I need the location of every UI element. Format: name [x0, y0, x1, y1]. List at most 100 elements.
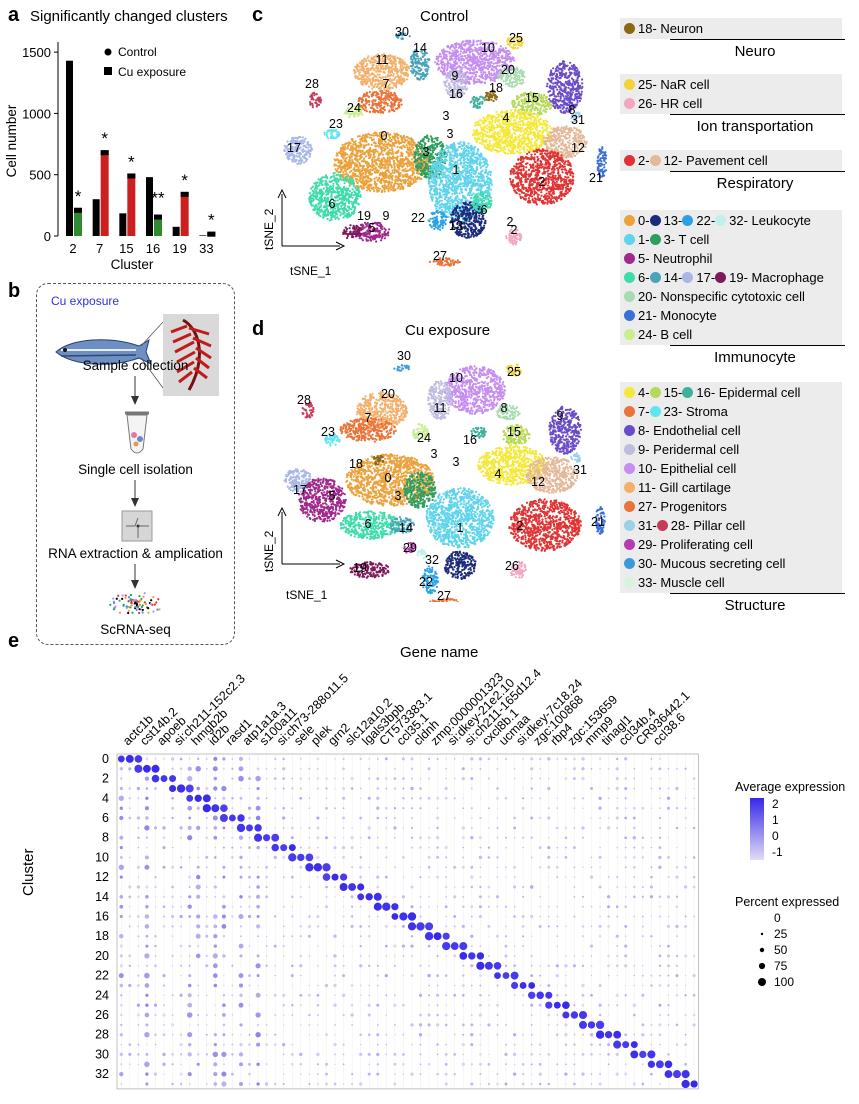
tsne-cell-point	[443, 54, 446, 57]
tsne-cell-point	[521, 74, 524, 78]
mini-point	[112, 597, 115, 600]
tsne-cell-point	[481, 132, 484, 135]
tsne-cell-point	[573, 131, 576, 135]
tsne-cell-point	[510, 144, 513, 147]
tsne-cell-point	[509, 57, 512, 60]
tsne-cell-point	[463, 92, 466, 95]
tsne-cell-point	[556, 128, 559, 131]
tsne-cell-point	[377, 157, 380, 160]
bar-cu-exposure	[154, 214, 162, 236]
tsne-cell-point	[560, 126, 563, 129]
tsne-cell-point	[465, 88, 468, 91]
tsne-cell-point	[340, 168, 343, 171]
tsne-cell-point	[388, 57, 392, 60]
tsne-cell-point	[545, 98, 548, 101]
tsne-cell-point	[406, 66, 409, 69]
tsne-cell-point	[344, 148, 347, 151]
tsne-cell-point	[367, 151, 370, 154]
tsne-cell-point	[438, 67, 441, 70]
tsne-cell-point	[570, 72, 573, 75]
tsne-cell-point	[503, 134, 507, 137]
tsne-cell-point	[492, 138, 495, 141]
x-tick-label: 19	[172, 241, 186, 256]
tsne-cell-point	[520, 82, 523, 85]
tsne-cell-point	[472, 41, 475, 44]
tsne-cell-point	[473, 82, 476, 85]
tsne-cell-point	[564, 156, 567, 159]
tsne-cell-point	[392, 159, 395, 162]
tsne-cell-point	[555, 147, 558, 150]
tsne-cell-point	[502, 49, 505, 52]
mini-point	[156, 608, 159, 611]
tsne-cell-point	[478, 53, 481, 56]
tsne-cell-point	[382, 101, 385, 104]
tsne-cell-point	[563, 97, 566, 100]
tsne-cell-point	[560, 84, 563, 87]
tsne-cell-point	[396, 150, 399, 153]
tsne-cell-point	[483, 81, 486, 84]
tsne-cell-point	[488, 142, 491, 145]
tsne-cell-point	[391, 86, 394, 90]
tsne-cell-point	[515, 114, 518, 117]
tsne-cell-point	[522, 122, 525, 126]
tsne-cell-point	[335, 170, 338, 173]
tsne-cell-point	[564, 74, 567, 77]
tsne-cell-point	[565, 107, 568, 110]
tsne-cell-point	[491, 117, 494, 120]
tsne-cell-point	[367, 95, 371, 99]
x-tick-label: 15	[119, 241, 133, 256]
tsne-cell-point	[448, 62, 451, 65]
tsne-cell-point	[564, 80, 567, 83]
tsne-cell-point	[353, 166, 356, 169]
tsne-cell-point	[470, 44, 473, 47]
tsne-cell-point	[497, 77, 500, 80]
tsne-cell-point	[576, 86, 579, 89]
mini-point	[131, 611, 134, 614]
tsne-cell-point	[513, 144, 516, 147]
tsne-cell-point	[554, 141, 557, 144]
tsne-cell-point	[382, 97, 386, 100]
tsne-cell-point	[448, 52, 452, 55]
tsne-cell-point	[460, 74, 463, 78]
tsne-cell-point	[527, 139, 530, 142]
tsne-cell-point	[473, 124, 476, 127]
tsne-cell-point	[364, 71, 368, 74]
tsne-cell-point	[526, 135, 529, 138]
tsne-cell-point	[407, 182, 410, 185]
tsne-cell-point	[401, 137, 404, 140]
tsne-cell-point	[491, 134, 494, 137]
tsne-cell-point	[549, 131, 552, 134]
tsne-cell-point	[521, 119, 525, 122]
mini-point	[118, 599, 121, 602]
tsne-cell-point	[486, 54, 489, 58]
tsne-cell-point	[402, 164, 405, 168]
tsne-cell-point	[387, 182, 390, 185]
significance-mark: *	[75, 187, 82, 206]
tsne-cell-point	[490, 48, 493, 51]
mini-point	[127, 609, 130, 613]
tsne-cell-point	[571, 68, 574, 71]
mini-point	[147, 611, 150, 614]
tsne-cell-point	[529, 130, 532, 133]
tsne-cell-point	[444, 84, 447, 87]
panel-a-label: a	[8, 4, 20, 26]
tsne-cell-point	[568, 144, 571, 147]
tsne-cell-point	[529, 148, 532, 151]
tsne-cell-point	[375, 70, 378, 73]
tsne-cell-point	[508, 149, 511, 152]
tsne-cell-point	[545, 108, 548, 111]
tsne-cell-point	[559, 86, 562, 89]
tsne-cell-point	[555, 81, 558, 84]
tsne-cell-point	[372, 103, 375, 107]
tsne-cell-point	[365, 143, 368, 147]
tsne-cell-point	[346, 147, 349, 150]
tsne-cell-point	[479, 124, 482, 127]
tsne-cell-point	[491, 79, 494, 82]
tsne-cell-point	[491, 96, 494, 99]
tsne-cell-point	[578, 86, 582, 89]
tsne-cell-point	[388, 98, 391, 102]
tsne-cell-point	[560, 71, 563, 74]
tsne-cell-point	[407, 137, 410, 140]
tsne-cell-point	[395, 86, 398, 89]
tsne-cell-point	[474, 71, 477, 74]
